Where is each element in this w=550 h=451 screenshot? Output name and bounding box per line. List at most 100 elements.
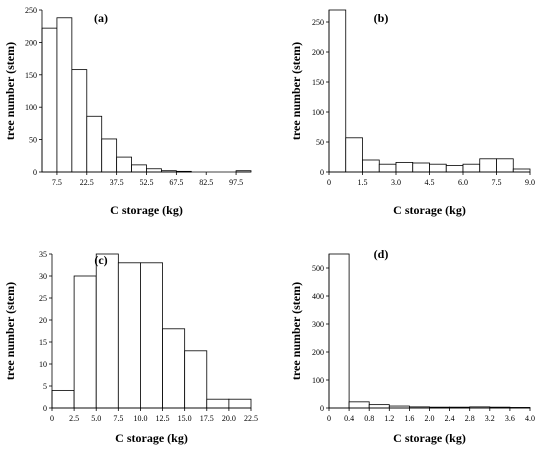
bar-a-2 [71,69,88,173]
y-axis-label-c: tree number (stem) [3,282,17,380]
x-axis-label-d: C storage (kg) [393,431,466,445]
y-tick-label-a-5: 250 [25,6,37,15]
y-tick-label-a-0: 0 [33,168,37,177]
x-tick-label-d-0: 0 [327,414,331,423]
x-tick-label-c-1: 2.5 [69,414,79,423]
y-tick-label-d-0: 0 [320,404,324,413]
bar-b-6 [429,163,447,173]
y-tick-label-c-5: 25 [39,294,47,303]
x-tick-label-d-10: 4.0 [525,414,535,423]
x-tick-label-c-9: 22.5 [244,414,258,423]
x-tick-label-c-8: 20.0 [222,414,236,423]
x-axis-label-a: C storage (kg) [110,203,183,217]
bar-b-3 [378,163,397,173]
panel-d: 0 0.4 0.8 1.2 1.6 2.0 2.4 2.8 3.2 3.6 4.0 0 100 200 30… [289,247,535,445]
y-tick-label-c-3: 15 [39,338,47,347]
x-tick-label-d-7: 2.8 [465,414,475,423]
bar-b-9 [479,158,497,173]
bar-a-1 [56,17,73,173]
bar-b-1 [345,137,363,173]
x-tick-label-d-4: 1.6 [404,414,414,423]
bar-a-3 [86,115,103,173]
bar-b-0 [328,9,347,173]
y-tick-label-d-1: 100 [312,376,324,385]
bar-a-7 [146,168,162,173]
bar-d-1 [348,401,370,409]
x-tick-label-c-7: 17.5 [200,414,214,423]
x-tick-label-b-1: 1.5 [358,178,368,187]
bar-b-5 [412,162,430,173]
x-tick-label-c-6: 15.0 [178,414,192,423]
panel-a: 7.5 22.5 37.5 52.5 67.5 82.5 97.5 0 50 100 150 200 2… [3,6,252,217]
panel-label-b: (b) [374,11,389,25]
bar-c-7 [206,398,230,409]
x-tick-label-d-9: 3.6 [505,414,515,423]
x-tick-label-d-8: 3.2 [485,414,495,423]
x-tick-label-c-0: 0 [50,414,54,423]
x-tick-label-a-1: 22.5 [80,178,94,187]
y-tick-label-d-5: 500 [312,264,324,273]
bar-b-11 [512,168,531,173]
bar-c-3 [117,262,141,409]
x-tick-label-b-6: 9.0 [525,178,535,187]
y-tick-label-a-4: 200 [25,38,37,47]
y-tick-label-b-0: 0 [320,168,324,177]
y-tick-label-d-4: 400 [312,292,324,301]
bar-a-5 [116,156,132,173]
bar-d-2 [368,404,390,409]
y-axis-label-b: tree number (stem) [289,42,303,140]
panel-label-a: (a) [94,11,108,25]
y-tick-label-b-3: 150 [312,78,324,87]
x-tick-label-c-3: 7.5 [113,414,123,423]
y-tick-label-b-4: 200 [312,48,324,57]
x-tick-label-a-2: 37.5 [110,178,124,187]
y-tick-label-d-3: 300 [312,320,324,329]
panel-label-c: (c) [94,253,107,267]
x-tick-label-d-5: 2.0 [425,414,435,423]
x-tick-label-d-3: 1.2 [384,414,394,423]
y-tick-label-b-1: 50 [316,138,324,147]
y-tick-label-b-2: 100 [312,108,324,117]
x-tick-label-a-5: 82.5 [199,178,213,187]
x-tick-label-c-4: 10.0 [133,414,147,423]
panel-c: 0 2.5 5.0 7.5 10.0 12.5 15.0 17.5 20.0 22.5 0 5 10 15… [3,250,258,445]
x-tick-label-b-3: 4.5 [425,178,435,187]
x-tick-label-a-3: 52.5 [140,178,154,187]
bar-b-2 [362,159,380,173]
bar-b-10 [496,158,514,173]
x-tick-label-a-4: 67.5 [169,178,183,187]
x-tick-label-a-0: 7.5 [52,178,62,187]
bar-b-4 [395,161,414,173]
x-tick-label-d-6: 2.4 [445,414,455,423]
bar-b-8 [462,163,481,173]
x-tick-label-a-6: 97.5 [229,178,243,187]
x-tick-label-b-4: 6.0 [458,178,468,187]
bar-b-7 [445,164,464,173]
y-tick-label-c-1: 5 [43,382,47,391]
bar-c-1 [73,275,97,409]
y-axis-label-a: tree number (stem) [3,42,17,140]
x-tick-label-b-5: 7.5 [492,178,502,187]
y-tick-label-c-0: 0 [43,404,47,413]
bar-c-8 [228,398,252,409]
bar-c-4 [140,262,163,409]
bar-c-6 [184,350,208,409]
y-tick-label-a-3: 150 [25,71,37,80]
y-tick-label-c-2: 10 [39,360,47,369]
y-tick-label-a-2: 100 [25,103,37,112]
x-axis-label-b: C storage (kg) [393,203,466,217]
x-tick-label-d-2: 0.8 [364,414,374,423]
bar-c-5 [162,328,186,409]
y-axis-label-d: tree number (stem) [289,282,303,380]
y-tick-label-d-2: 200 [312,348,324,357]
x-tick-label-d-1: 0.4 [344,414,354,423]
bar-c-2 [95,253,119,409]
x-tick-label-c-5: 12.5 [156,414,170,423]
y-tick-label-a-1: 50 [29,136,37,145]
bar-a-4 [101,138,118,173]
y-tick-label-c-7: 35 [39,250,47,259]
x-tick-label-b-2: 3.0 [391,178,401,187]
x-tick-label-b-0: 0 [327,178,331,187]
y-tick-label-c-6: 30 [39,272,47,281]
x-tick-label-c-2: 5.0 [91,414,101,423]
